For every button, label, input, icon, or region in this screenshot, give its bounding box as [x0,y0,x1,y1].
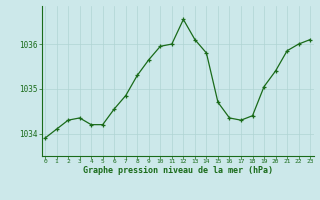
X-axis label: Graphe pression niveau de la mer (hPa): Graphe pression niveau de la mer (hPa) [83,166,273,175]
